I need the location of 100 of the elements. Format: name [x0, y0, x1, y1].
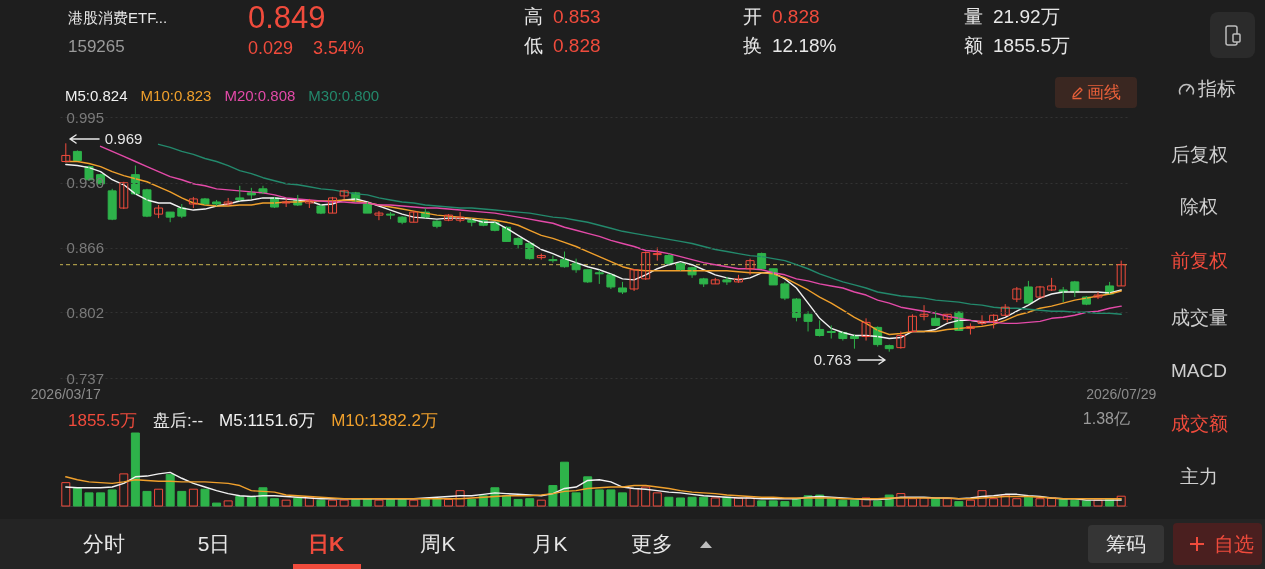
candlestick: [177, 203, 187, 219]
bar: [212, 502, 222, 507]
candlestick: [861, 317, 871, 342]
candlestick: [884, 344, 894, 353]
text: 5日: [197, 531, 231, 557]
text: 前复权: [1170, 250, 1228, 272]
bar: [1047, 497, 1057, 507]
candlestick: [235, 185, 245, 202]
bar: [420, 498, 430, 507]
candlestick: [316, 203, 326, 215]
text: 0.029: [248, 37, 294, 59]
text: 0.828: [772, 6, 820, 28]
text: 高: [524, 6, 543, 28]
candlestick: [548, 255, 558, 264]
bar: [942, 498, 952, 507]
bar: [165, 474, 175, 507]
bar: [107, 489, 117, 507]
text: 除权: [1180, 196, 1218, 218]
text: 开: [743, 6, 762, 28]
bar: [61, 482, 71, 507]
text: 成交额: [1170, 413, 1228, 435]
x-tick-label: 2026/03/17: [30, 385, 102, 402]
text: 筹码: [1106, 532, 1146, 556]
bar: [223, 500, 233, 507]
text: 日K: [307, 531, 345, 557]
bar: [652, 492, 662, 507]
bar: [733, 497, 743, 507]
candlestick: [455, 211, 465, 223]
candlestick: [826, 324, 836, 340]
bar: [931, 498, 941, 507]
y-tick-label: 0.930: [66, 174, 105, 192]
text: 3.54%: [313, 37, 365, 59]
candlestick: [200, 197, 210, 206]
y-tick-label: 0.802: [66, 303, 105, 321]
bar: [362, 498, 372, 507]
bar: [188, 488, 198, 507]
bar: [374, 499, 384, 507]
text: M10:0.823: [140, 86, 212, 104]
bar: [583, 476, 593, 507]
bar: [397, 498, 407, 507]
bar: [142, 490, 152, 507]
bar: [1000, 494, 1010, 507]
candlestick: [629, 269, 639, 292]
bar: [780, 501, 790, 507]
bar: [757, 500, 767, 507]
text: M5:0.824: [65, 86, 128, 104]
candlestick: [907, 313, 917, 333]
candlestick: [641, 251, 651, 281]
bar: [1081, 500, 1091, 507]
y-tick-label: 0.737: [66, 369, 105, 387]
text: M5:1151.6万: [219, 409, 316, 432]
candlestick: [699, 277, 709, 288]
candlestick: [780, 281, 790, 301]
text: 0.849: [248, 0, 326, 36]
bar: [629, 487, 639, 507]
candlestick: [617, 281, 627, 295]
bar: [525, 498, 535, 507]
candlestick: [119, 181, 129, 210]
text: 0.828: [553, 35, 601, 57]
candlestick: [1116, 260, 1126, 287]
bar: [965, 499, 975, 507]
bar: [96, 492, 106, 507]
bar: [548, 485, 558, 507]
text: 月K: [532, 531, 568, 557]
bar: [328, 499, 338, 507]
bar: [409, 499, 419, 507]
candlestick: [1035, 285, 1045, 298]
bar: [154, 488, 164, 507]
y-tick-label: 0.866: [66, 239, 105, 256]
x-tick-label: 2026/07/29: [1086, 385, 1157, 402]
bar: [954, 501, 964, 507]
text: 额: [964, 35, 983, 57]
bar: [687, 496, 697, 507]
text: 盘后:--: [153, 409, 204, 432]
bar: [444, 498, 454, 507]
bar: [1035, 498, 1045, 507]
text: 21.92万: [993, 6, 1060, 28]
bar: [119, 473, 129, 507]
bar: [791, 498, 801, 507]
candlestick: [212, 199, 222, 207]
candlestick: [977, 314, 987, 326]
candlestick: [246, 187, 256, 200]
text: 周K: [420, 531, 456, 557]
bar: [1012, 498, 1022, 507]
candlestick: [362, 201, 372, 214]
bar: [571, 492, 581, 507]
text: 1.38亿: [1082, 409, 1130, 429]
bar: [293, 497, 303, 507]
text: 主力: [1180, 466, 1218, 488]
candlestick: [594, 269, 604, 285]
bar: [130, 432, 140, 507]
text: 量: [964, 6, 983, 28]
candlestick: [583, 269, 593, 284]
bar: [281, 499, 291, 507]
candlestick: [165, 211, 175, 223]
text: 分时: [83, 531, 125, 557]
text: 后复权: [1170, 144, 1228, 166]
text: 0.853: [553, 6, 601, 28]
candlestick: [849, 334, 859, 350]
text: 自选: [1214, 532, 1254, 556]
